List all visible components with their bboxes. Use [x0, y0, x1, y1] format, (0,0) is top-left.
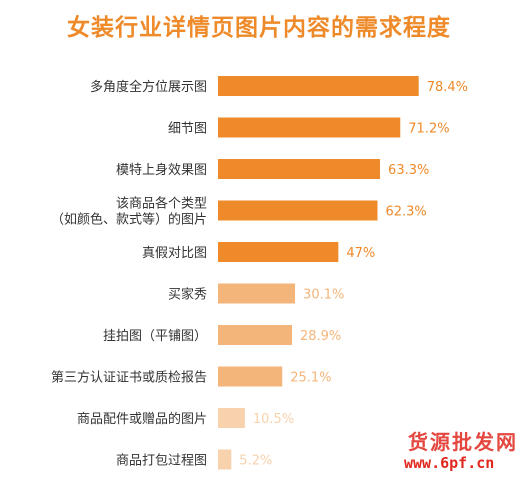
- bar: [218, 76, 419, 96]
- category-label: 买家秀: [168, 287, 207, 303]
- value-label: 10.5%: [253, 412, 294, 427]
- value-label: 63.3%: [388, 163, 429, 178]
- bar: [218, 117, 401, 138]
- category-label: 商品打包过程图: [116, 454, 207, 469]
- value-label: 5.2%: [239, 454, 272, 469]
- bar: [218, 449, 232, 470]
- value-label: 28.9%: [300, 329, 341, 344]
- category-label: 模特上身效果图: [116, 162, 207, 178]
- watermark-url: www.6pf.cn: [404, 454, 495, 472]
- category-label: （如颜色、款式等）的图片: [51, 212, 207, 228]
- value-label: 78.4%: [427, 80, 468, 95]
- chart-title: 女装行业详情页图片内容的需求程度: [67, 15, 451, 41]
- bar: [218, 366, 283, 387]
- bar: [218, 200, 378, 221]
- bar: [218, 283, 296, 304]
- bar: [218, 242, 339, 262]
- value-label: 30.1%: [303, 288, 344, 303]
- category-label: 第三方认证证书或质检报告: [51, 370, 207, 386]
- bar: [218, 325, 292, 345]
- value-label: 71.2%: [408, 122, 449, 137]
- value-label: 62.3%: [385, 205, 426, 220]
- category-label: 真假对比图: [142, 246, 207, 261]
- category-label: 挂拍图（平铺图）: [103, 329, 207, 344]
- bar: [218, 159, 381, 179]
- category-label: 商品配件或赠品的图片: [77, 411, 207, 427]
- bar: [218, 408, 245, 428]
- value-label: 25.1%: [290, 371, 331, 386]
- category-label: 细节图: [168, 122, 207, 137]
- category-label: 该商品各个类型: [116, 196, 207, 212]
- watermark-text: 货源批发网: [408, 430, 518, 454]
- category-label: 多角度全方位展示图: [90, 79, 207, 95]
- value-label: 47%: [346, 246, 375, 261]
